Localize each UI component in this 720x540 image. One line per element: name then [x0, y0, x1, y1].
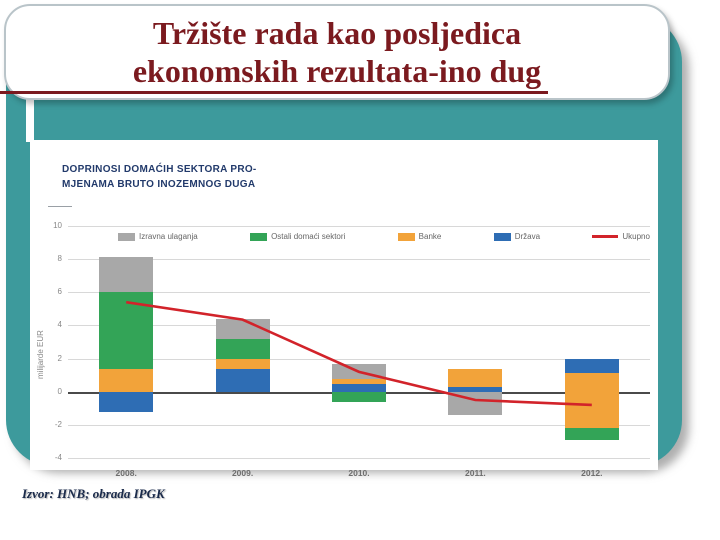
legend-label: Izravna ulaganja	[139, 232, 198, 241]
x-axis-label: 2010.	[348, 468, 370, 478]
plot-area: 10 8 6 4 2 0 -2 -4 2008. 2009. 2010. 2011. 2012.	[30, 140, 658, 478]
legend-color-swatch	[397, 232, 415, 241]
chart-title-line2: MJENAMA BRUTO INOZEMNOG DUGA	[62, 179, 256, 190]
bar-segment	[564, 372, 619, 429]
gridline	[68, 458, 650, 459]
legend-label: Banke	[418, 232, 442, 241]
x-axis-label: 2009.	[231, 468, 254, 478]
bar-segment	[99, 257, 154, 293]
slide-title-line2: ekonomskih rezultata-ino dug	[132, 53, 542, 89]
bar-segment	[99, 369, 154, 392]
chart-panel: DOPRINOSI DOMAĆIH SEKTORA PRO- MJENAMA B…	[30, 140, 658, 478]
bar-segment	[215, 358, 270, 370]
bar-segment	[332, 384, 386, 392]
bar-segment	[564, 428, 619, 440]
gridline	[68, 226, 650, 227]
legend-item: Izravna ulaganja	[118, 232, 198, 241]
bar-segment	[99, 292, 154, 370]
chart-title: DOPRINOSI DOMAĆIH SEKTORA PRO- MJENAMA B…	[62, 162, 257, 192]
chart-heading-rule	[48, 206, 72, 207]
title-underline-rule	[0, 91, 548, 94]
left-white-notch	[26, 96, 34, 142]
legend-label: Ostali domaći sektori	[271, 232, 346, 241]
bar-segment	[448, 369, 503, 387]
y-tick-label: -2	[54, 419, 62, 429]
legend-line-swatch	[592, 235, 619, 238]
bar-segment	[215, 318, 270, 339]
bar-segment	[215, 338, 270, 359]
bar-segment	[99, 391, 154, 413]
y-tick-label: 6	[57, 287, 62, 297]
gridline	[68, 358, 650, 360]
x-axis-label: 2012.	[581, 468, 603, 478]
legend-item: Država	[493, 232, 541, 241]
y-tick-label: 2	[57, 353, 62, 363]
bar-segment	[215, 369, 270, 392]
x-axis-label: 2011.	[464, 468, 486, 478]
x-axis-label: 2008.	[115, 468, 137, 478]
bar-segment	[332, 363, 386, 380]
bar-segment	[332, 391, 386, 402]
slide-title-line1: Tržište rada kao posljedica	[152, 15, 522, 51]
gridline	[68, 424, 650, 426]
gridline	[68, 259, 650, 261]
chart-title-line1: DOPRINOSI DOMAĆIH SEKTORA PRO-	[62, 164, 257, 175]
bar-segment	[332, 379, 386, 385]
legend-item: Ukupno	[592, 232, 650, 241]
source-note: Izvor: HNB; obrada IPGK	[22, 486, 165, 501]
y-tick-label: 8	[57, 254, 62, 264]
chart-legend: Izravna ulaganja Ostali domaći sektori Ban…	[118, 232, 650, 241]
legend-label: Država	[514, 232, 541, 241]
y-tick-label: 0	[57, 386, 62, 396]
bar-segment	[448, 391, 503, 415]
y-tick-label: 10	[53, 221, 62, 230]
gridline	[68, 292, 650, 294]
y-tick-label: 4	[57, 320, 62, 330]
legend-color-swatch	[250, 232, 268, 241]
legend-color-swatch	[493, 232, 511, 241]
slide-title-box: Tržište rada kao posljedica ekonomskih r…	[4, 4, 670, 100]
legend-item: Ostali domaći sektori	[250, 232, 345, 241]
bar-segment	[564, 358, 619, 373]
y-tick-label: -4	[54, 453, 62, 462]
gridline	[68, 325, 650, 327]
legend-color-swatch	[118, 232, 135, 241]
legend-item: Banke	[397, 232, 442, 241]
legend-label: Ukupno	[622, 232, 650, 241]
